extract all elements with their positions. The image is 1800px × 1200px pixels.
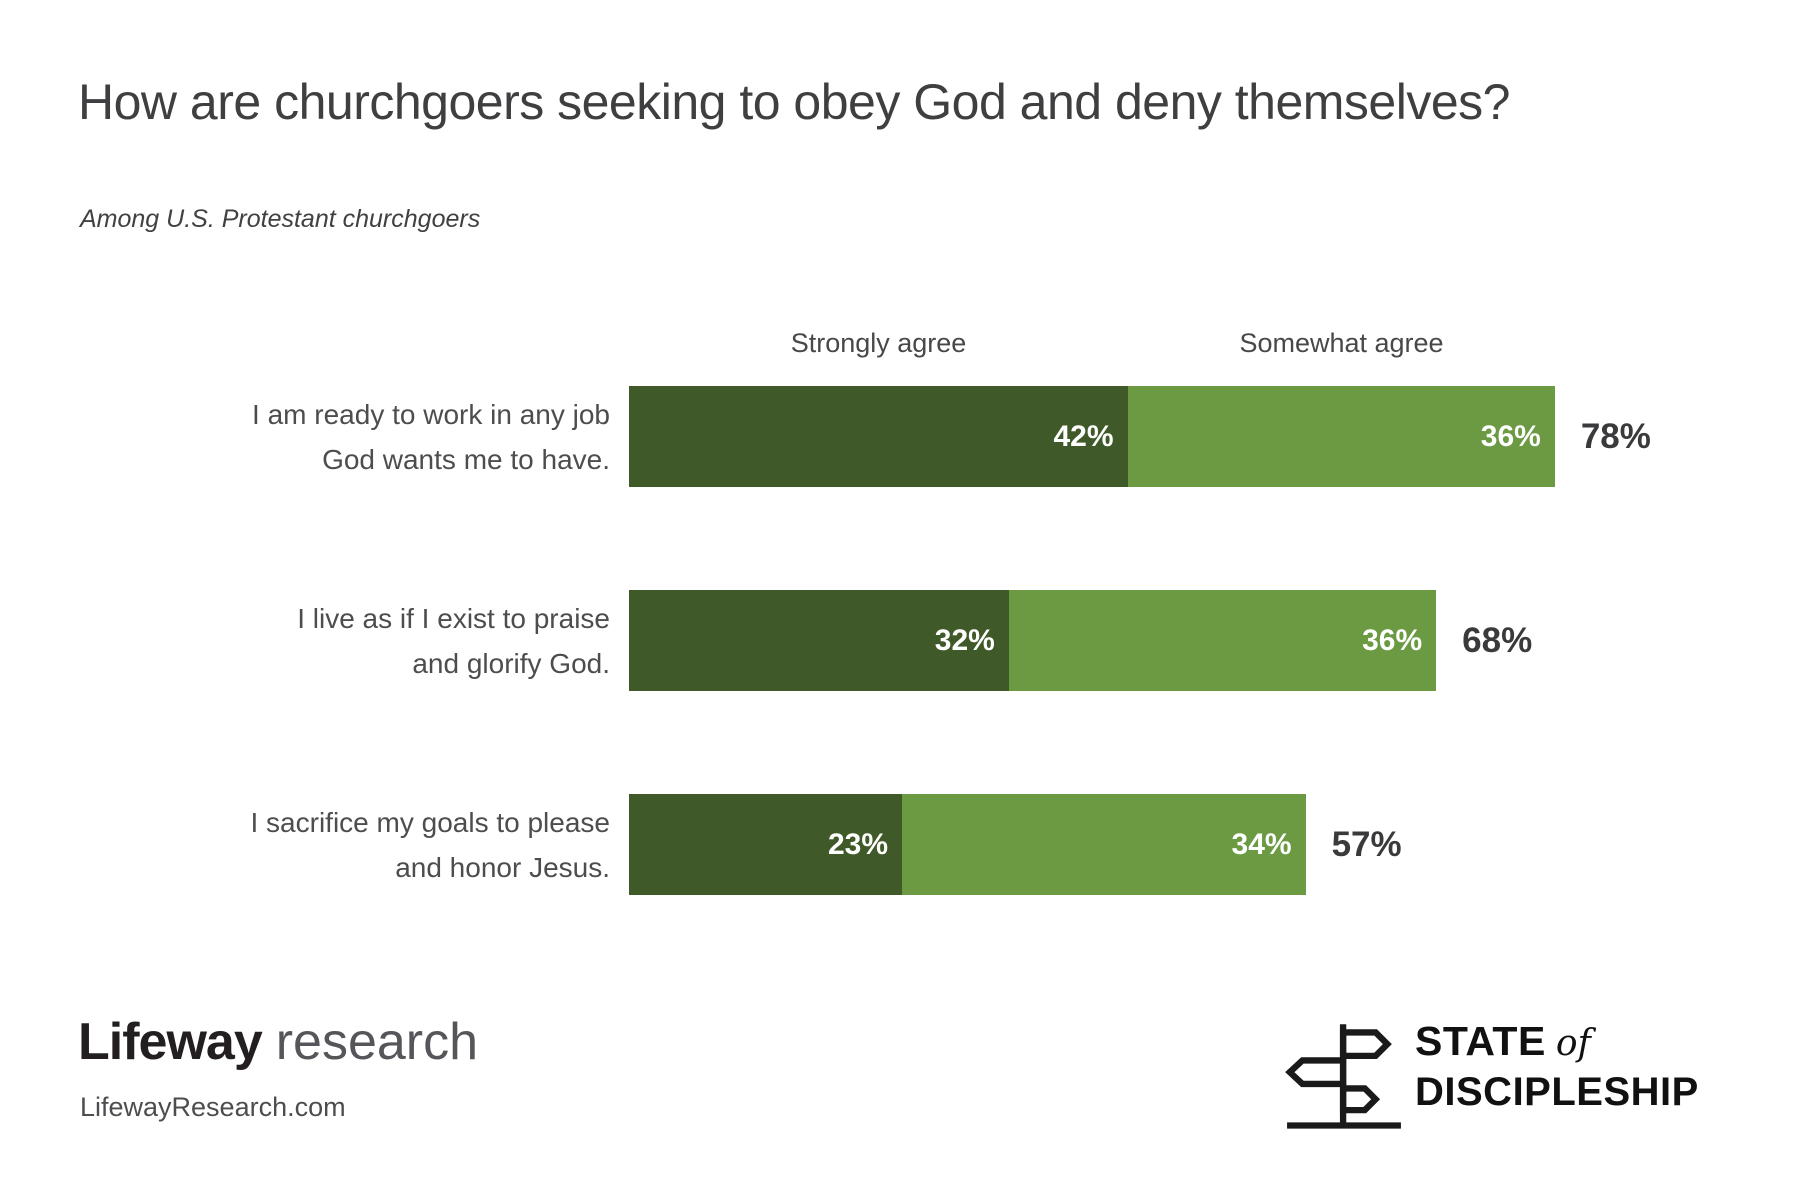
bar-segment-strongly-agree: 23% [629,794,902,895]
row-label-line2: and glorify God. [412,647,610,679]
campaign-word-discipleship: DISCIPLESHIP [1415,1070,1699,1114]
segment-value-label: 36% [1362,623,1423,657]
column-header-strongly-agree: Strongly agree [790,328,967,358]
column-header-somewhat-agree: Somewhat agree [1239,328,1444,358]
row-label-line2: God wants me to have. [322,443,610,475]
row-label-line1: I live as if I exist to praise [297,602,610,634]
page-title: How are churchgoers seeking to obey God … [78,74,1510,130]
lifeway-research-logo: Lifeway research [78,1012,478,1072]
bar-segment-strongly-agree: 32% [629,590,1009,691]
bar-segment-somewhat-agree: 34% [902,794,1306,895]
total-value-label: 68% [1462,620,1533,660]
research-wordmark: research [275,1013,479,1071]
segment-value-label: 34% [1231,827,1292,861]
state-of-discipleship-logo: STATE of DISCIPLESHIP [1285,1008,1699,1130]
row-label: I live as if I exist to praise and glori… [80,590,610,691]
segment-value-label: 32% [934,623,995,657]
row-label-line2: and honor Jesus. [395,851,610,883]
bar-row: 32% 36% 68% [629,590,1532,691]
total-value-label: 78% [1580,416,1651,456]
campaign-word-of: of [1555,1023,1591,1064]
total-value-label: 57% [1331,824,1402,864]
website-url: LifewayResearch.com [80,1092,346,1122]
segment-value-label: 42% [1053,419,1114,453]
bar-row: 23% 34% 57% [629,794,1402,895]
campaign-word-state: STATE [1415,1018,1546,1064]
bar-segment-somewhat-agree: 36% [1127,386,1555,487]
bar-segment-strongly-agree: 42% [629,386,1128,487]
signpost-icon [1285,1024,1401,1129]
row-label: I sacrifice my goals to please and honor… [80,794,611,895]
page-subtitle: Among U.S. Protestant churchgoers [80,205,481,233]
row-label-line1: I am ready to work in any job [252,398,610,430]
campaign-wordmark: STATE of DISCIPLESHIP [1415,1016,1699,1115]
lifeway-wordmark: Lifeway [78,1013,263,1071]
bar-row: 42% 36% 78% [629,386,1651,487]
row-label: I am ready to work in any job God wants … [80,386,610,487]
row-label-line1: I sacrifice my goals to please [250,806,611,838]
bar-segment-somewhat-agree: 36% [1008,590,1437,691]
segment-value-label: 23% [827,827,888,861]
segment-value-label: 36% [1480,419,1541,453]
